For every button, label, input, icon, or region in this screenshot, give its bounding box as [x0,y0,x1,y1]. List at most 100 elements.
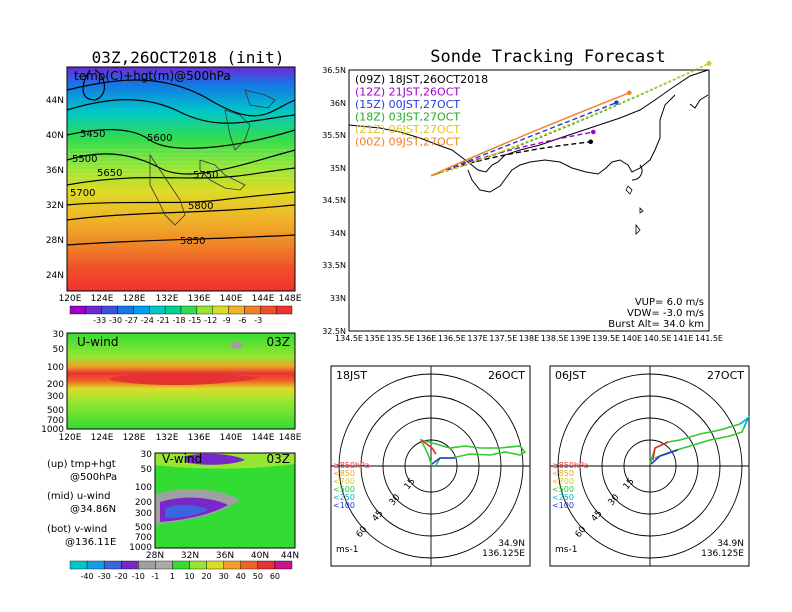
legend-up2: @500hPa [70,472,117,483]
launch-legend-item: (00Z) 09JST,27OCT [355,136,460,149]
lon-tick: 136E [188,294,211,304]
hodo2-lon: 136.125E [701,549,744,559]
legend-up: (up) tmp+hgt [47,459,116,470]
lon-tick: 138E [519,334,539,343]
p-tick: 1000 [41,425,64,435]
colorbar-label: -24 [141,316,154,325]
lat-tick: 36N [46,166,64,176]
contour-label: 5600 [147,133,172,144]
lon-tick: 136.5E [438,334,466,343]
hodo-level-legend: <100 [552,501,574,510]
colorbar-swatch [275,305,293,315]
colorbar-swatch [69,305,87,315]
hodo2-time: 06JST [555,369,586,382]
uwind-time: 03Z [267,335,291,349]
hodo1-date: 26OCT [488,369,525,382]
colorbar-swatch [172,560,190,570]
lon-tick: 148E [279,294,302,304]
contour-label: 5700 [70,188,95,199]
lon-tick: 139.5E [592,334,620,343]
hodo1-time: 18JST [336,369,367,382]
lat-tick: 35N [330,164,346,173]
hodo-level-legend: <700 [333,477,355,486]
contour-label: 5450 [80,129,105,140]
launch-legend-item: (21Z) 06JST,27OCT [355,123,460,136]
lat-tick: 34.5N [322,196,346,205]
colorbar-label: -21 [157,316,170,325]
track-line [431,101,617,177]
lon-tick: 140E [220,433,243,443]
panel-500hpa: 03Z,26OCT2018 (init) temp(C)+hgt(m)@500h… [46,48,302,325]
tracking-title: Sonde Tracking Forecast [430,47,665,67]
p-tick: 500 [135,523,152,533]
lon-tick: 132E [156,433,179,443]
lon-tick: 137E [467,334,487,343]
track-line [430,92,630,177]
contour-label: 5500 [72,154,97,165]
colorbar-label: -15 [188,316,201,325]
lat-tick: 44N [46,96,64,106]
lon-tick: 139E [570,334,590,343]
hodo1-units: ms-1 [336,545,358,555]
lon-tick: 135.5E [386,334,414,343]
colorbar-swatch [189,560,207,570]
legend-bot: (bot) v-wind [47,524,107,535]
vwind-label: V-wind [162,452,202,466]
contour-label: 5800 [188,201,213,212]
launch-legend-item: (15Z) 00JST,27OCT [355,98,460,111]
lat-tick: 24N [46,271,64,281]
hodo1-lat: 34.9N [498,539,525,549]
colorbar-swatch [138,560,156,570]
lon-tick: 141.5E [695,334,723,343]
p-tick: 200 [47,380,64,390]
colorbar-swatch [155,560,173,570]
lat-tick: 36N [216,551,234,561]
colorbar-label: -6 [238,316,246,325]
hodo-level-legend: <850 [333,469,355,478]
track-line [431,141,591,177]
colorbar-label: -10 [132,572,145,581]
colorbar-label: -12 [204,316,217,325]
colorbar-swatch [85,305,102,315]
tracking-coast [348,69,709,193]
map500-field [67,67,295,291]
contour-label: 5750 [193,170,218,181]
colorbar-swatch [212,305,229,315]
lat-tick: 34N [330,229,346,238]
map500-coast [149,89,276,226]
lon-tick: 141E [673,334,693,343]
colorbar-swatch [103,560,122,570]
track-burst-point [614,100,619,105]
colorbar-label: 1 [170,572,175,581]
lon-tick: 136E [188,433,211,443]
colorbar-swatch [149,305,166,315]
contour-label: 5850 [180,236,205,247]
colorbar-swatch [206,560,224,570]
hodo2-lat: 34.9N [717,539,744,549]
vup-label: VUP= 6.0 m/s [635,297,704,308]
lon-tick: 135E [365,334,385,343]
vwind-time: 03Z [267,452,291,466]
hodo-level-legend: <500 [333,485,355,494]
lon-tick: 128E [123,294,146,304]
colorbar-label: -30 [98,572,111,581]
hodo-level-legend: ≥850hPa [333,461,370,470]
colorbar-label: 60 [270,572,280,581]
colorbar-label: -9 [223,316,231,325]
track-burst-point [588,139,594,145]
lon-tick: 140E [622,334,642,343]
track-line [431,131,594,177]
lat-tick: 35.5N [322,131,346,140]
colorbar-swatch [133,305,150,315]
tracking-legend: (09Z) 18JST,26OCT2018(12Z) 21JST,26OCT(1… [355,73,488,149]
colorbar-swatch [196,305,213,315]
p-tick: 500 [47,406,64,416]
colorbar-swatch [69,560,88,570]
uwind-label: U-wind [77,335,118,349]
lat-tick: 40N [46,131,64,141]
map500-colorbar-labels: -33 -30 -27 -24 -21 -18 -15 -12 -9 -6 -3 [93,316,262,325]
tracking-frame [348,69,710,332]
map500-contours [66,69,296,246]
wind-colorbar [69,560,293,570]
